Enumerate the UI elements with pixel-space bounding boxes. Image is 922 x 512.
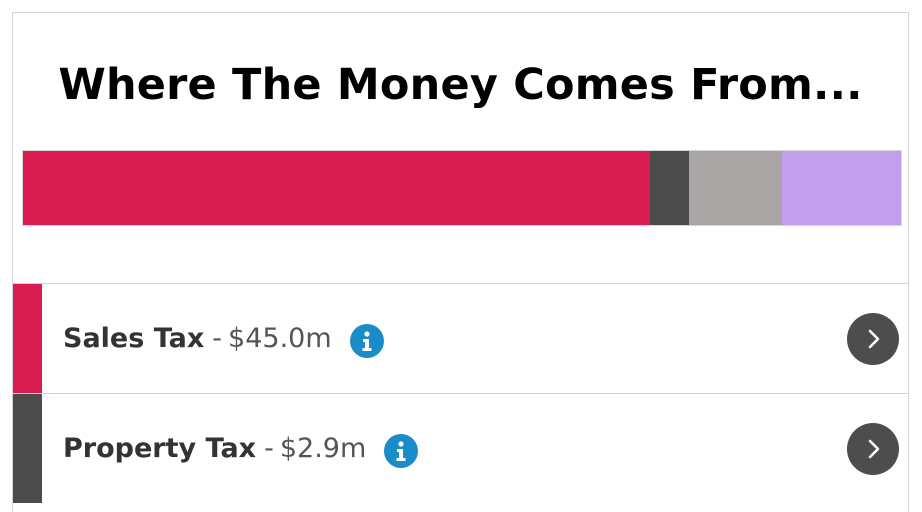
bar-segment-property-tax[interactable] <box>649 151 689 225</box>
row-separator: - <box>264 433 274 464</box>
chevron-right-icon[interactable] <box>847 422 899 475</box>
color-swatch <box>13 284 42 393</box>
bar-segment-other-1[interactable] <box>688 151 783 225</box>
revenue-stacked-bar <box>22 150 902 226</box>
revenue-row-sales-tax[interactable]: Sales Tax - $45.0m <box>13 283 908 393</box>
page-title: Where The Money Comes From... <box>58 60 863 110</box>
row-separator: - <box>212 323 223 354</box>
row-name: Property Tax <box>63 433 257 464</box>
row-amount: $2.9m <box>279 433 367 464</box>
row-label: Sales Tax - $45.0m <box>63 284 384 393</box>
chevron-right-icon[interactable] <box>847 312 899 365</box>
row-label: Property Tax - $2.9m <box>63 394 419 503</box>
revenue-card: Where The Money Comes From... Sales Tax … <box>12 12 909 512</box>
bar-segment-sales-tax[interactable] <box>23 151 650 225</box>
row-name: Sales Tax <box>63 323 205 354</box>
bar-segment-other-2[interactable] <box>782 151 901 225</box>
info-icon[interactable] <box>349 323 384 358</box>
row-amount: $45.0m <box>228 323 332 354</box>
info-icon[interactable] <box>384 433 419 468</box>
color-swatch <box>13 394 42 503</box>
revenue-row-property-tax[interactable]: Property Tax - $2.9m <box>13 393 908 503</box>
